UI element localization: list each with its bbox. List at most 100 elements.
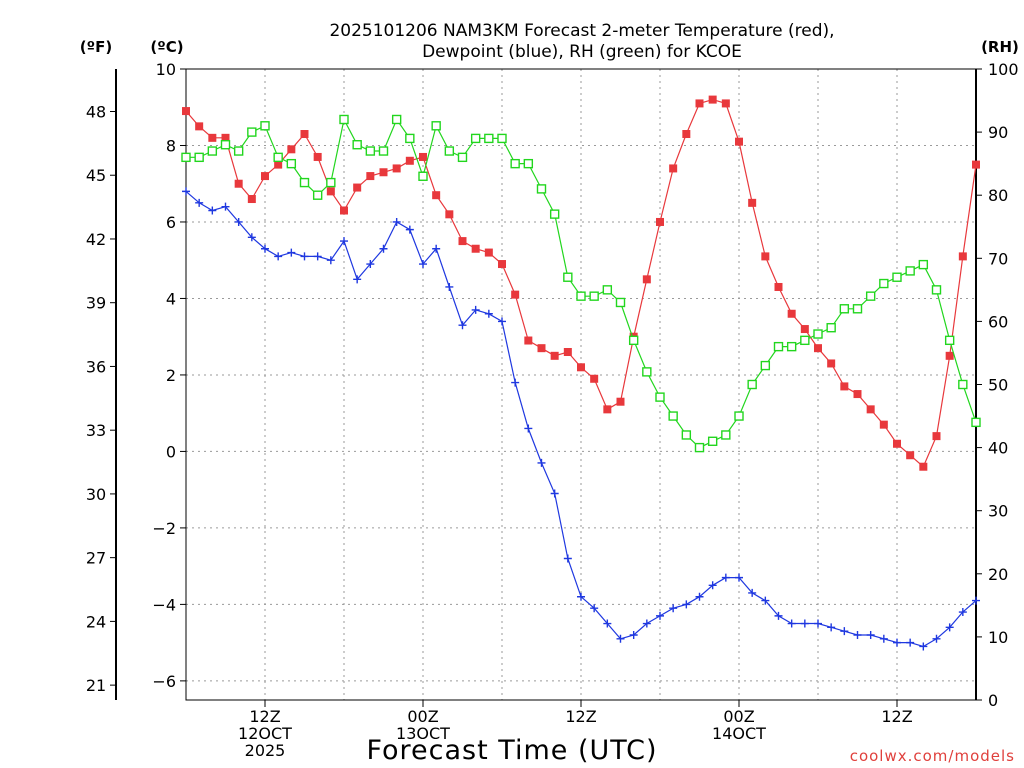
temperature-point	[906, 451, 915, 460]
celsius-tick-label: −4	[152, 595, 176, 614]
fahrenheit-tick-label: 30	[86, 485, 106, 504]
temperature-point	[708, 95, 717, 104]
temperature-point	[972, 160, 980, 169]
rh-point	[233, 146, 244, 156]
dewpoint-point	[800, 619, 809, 628]
dewpoint-point	[182, 187, 190, 196]
fahrenheit-tick-label: 36	[86, 357, 106, 376]
temperature-point	[735, 137, 743, 146]
rh-point	[694, 442, 705, 453]
temperature-point	[247, 195, 256, 204]
rh-point	[286, 158, 297, 169]
temperature-point	[471, 244, 480, 253]
dewpoint-point	[748, 588, 757, 597]
temperature-point	[669, 164, 678, 173]
temperature-point	[932, 432, 941, 441]
dewpoint-point	[629, 630, 638, 639]
plot-frame	[185, 68, 977, 701]
fahrenheit-tick-label: 45	[86, 166, 106, 185]
dewpoint-point	[247, 233, 256, 242]
dewpoint-point	[945, 623, 954, 632]
rh-tick-label: 60	[988, 312, 1008, 331]
dewpoint-point	[735, 573, 743, 582]
x-tick-label: 12Z	[249, 707, 280, 726]
x-tick-label: 13OCT	[396, 724, 450, 743]
celsius-unit-label: (ºC)	[150, 38, 183, 56]
temperature-point	[616, 397, 625, 406]
rh-point	[523, 158, 534, 169]
dewpoint-point	[656, 611, 664, 620]
chart-title-line-1: 2025101206 NAM3KM Forecast 2-meter Tempe…	[329, 21, 834, 41]
dewpoint-point	[458, 321, 467, 330]
dewpoint-point	[577, 592, 585, 601]
dewpoint-point	[221, 202, 230, 211]
dewpoint-point	[932, 634, 941, 643]
temperature-point	[537, 344, 546, 353]
rh-point	[707, 436, 718, 446]
dewpoint-point	[893, 638, 901, 647]
temperature-point	[208, 133, 217, 142]
celsius-tick-label: 6	[166, 213, 176, 232]
temperature-point	[550, 351, 559, 360]
x-tick-label: 12Z	[565, 707, 596, 726]
rh-point	[339, 114, 349, 125]
rh-point	[207, 146, 218, 156]
rh-point	[484, 133, 494, 144]
dewpoint-point	[682, 600, 691, 609]
dewpoint-point	[879, 634, 888, 643]
rh-point	[549, 209, 560, 219]
celsius-tick-label: −6	[152, 672, 176, 691]
temperature-point	[577, 363, 585, 372]
axis-tick-labels: 484542393633302724211086420−2−4−61009080…	[86, 60, 1019, 760]
celsius-tick-label: 0	[166, 442, 176, 461]
temperature-point	[958, 252, 967, 261]
rh-series	[181, 114, 981, 453]
temperature-point	[866, 405, 875, 414]
dewpoint-point	[616, 634, 625, 643]
rh-point	[312, 190, 323, 200]
dewpoint-point	[774, 611, 783, 620]
temperature-point	[761, 252, 770, 261]
dewpoint-point	[906, 638, 915, 647]
rh-point	[865, 291, 876, 301]
axes	[110, 68, 982, 707]
rh-tick-label: 0	[988, 691, 998, 710]
celsius-tick-label: 2	[166, 366, 176, 385]
rh-point	[365, 146, 376, 156]
dewpoint-point	[195, 198, 204, 207]
temperature-point	[590, 374, 599, 383]
fahrenheit-tick-label: 39	[86, 294, 106, 313]
temperature-point	[419, 152, 427, 161]
celsius-tick-label: 8	[166, 136, 176, 155]
rh-unit-label: (RH)	[981, 38, 1019, 56]
data-series	[181, 95, 981, 651]
dewpoint-point	[353, 275, 362, 284]
rh-point	[786, 341, 797, 352]
rh-point	[747, 379, 757, 390]
grid-lines	[186, 68, 976, 700]
dewpoint-point	[840, 627, 849, 636]
dewpoint-point	[708, 581, 717, 590]
temperature-point	[682, 130, 691, 139]
dewpoint-point	[814, 619, 822, 628]
temperature-point	[787, 309, 796, 318]
dewpoint-point	[563, 554, 572, 563]
rh-point	[931, 285, 942, 295]
dewpoint-point	[340, 237, 348, 246]
rh-point	[721, 430, 731, 440]
temperature-point	[287, 145, 296, 154]
rh-point	[655, 392, 665, 402]
rh-point	[905, 266, 915, 276]
temperature-point	[326, 187, 335, 196]
dewpoint-point	[471, 305, 480, 314]
rh-point	[879, 278, 889, 289]
rh-point	[181, 152, 191, 163]
x-tick-label: 12Z	[881, 707, 912, 726]
dewpoint-point	[866, 630, 875, 639]
rh-point	[589, 291, 599, 301]
rh-tick-label: 100	[988, 60, 1019, 79]
rh-tick-label: 10	[988, 628, 1008, 647]
dewpoint-point	[300, 252, 309, 261]
rh-point	[470, 133, 481, 144]
